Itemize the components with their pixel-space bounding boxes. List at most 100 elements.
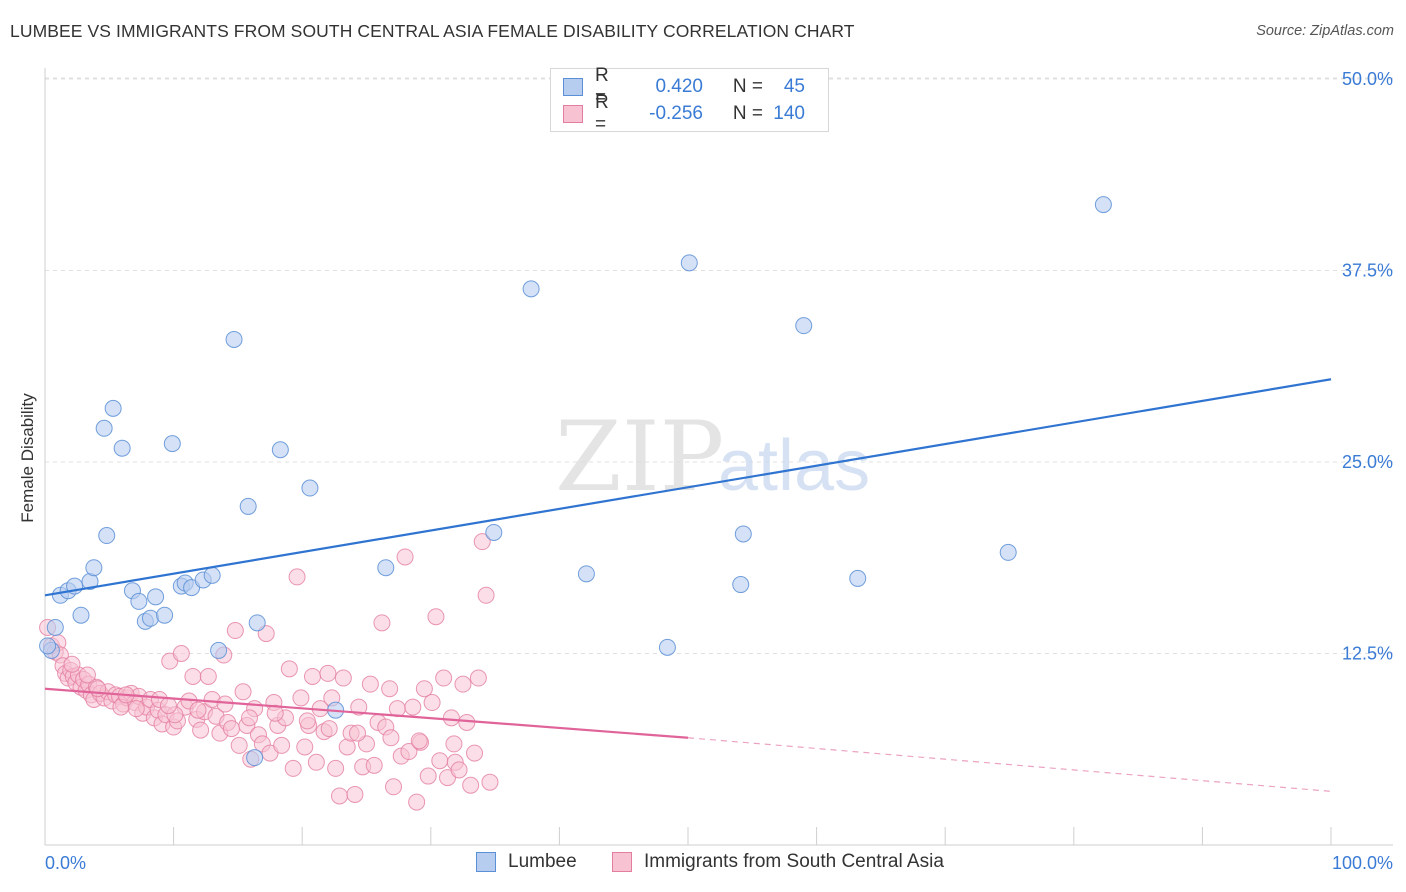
data-point-lumbee [95,419,113,437]
x-tick-label-min: 0.0% [45,853,86,873]
data-point-immigrants [365,756,383,774]
data-point-immigrants [172,645,190,662]
data-point-immigrants [330,787,348,805]
data-point-lumbee [46,618,64,636]
data-point-immigrants [63,655,81,673]
data-point-immigrants [298,712,316,730]
data-point-immigrants [222,720,240,738]
trend-lines [44,378,1332,792]
data-point-immigrants [469,669,487,687]
stats-row-immigrants: R = -0.256 N = 140 [563,92,805,135]
data-point-immigrants [473,533,491,551]
data-point-immigrants [458,713,476,731]
data-point-immigrants [280,660,298,678]
data-point-lumbee [577,565,595,583]
data-point-lumbee [130,592,148,610]
data-point-immigrants [159,697,177,715]
data-point-lumbee [301,479,319,497]
data-point-lumbee [113,439,131,457]
data-point-immigrants [346,785,364,803]
x-tick-label-max: 100.0% [1332,853,1393,873]
data-point-lumbee [246,749,264,767]
data-point-immigrants [400,743,418,761]
data-point-immigrants [127,700,145,718]
data-point-immigrants [435,669,453,687]
data-point-immigrants [410,732,428,750]
series-immigrants-points [39,533,499,811]
trend-line-lumbee [44,378,1332,597]
legend-label-immigrants: Immigrants from South Central Asia [644,851,944,872]
stats-swatch-immigrants [563,105,583,123]
data-point-lumbee [271,441,289,459]
data-point-lumbee [156,606,174,624]
stats-r-value: 0.420 [655,76,703,97]
tick-labels: 12.5% 25.0% 37.5% 50.0% 0.0% 100.0% [45,69,1393,873]
data-point-lumbee [225,330,243,348]
data-point-lumbee [485,523,503,541]
legend-swatch-immigrants [612,852,632,872]
data-point-immigrants [481,773,499,791]
data-point-lumbee [732,576,750,594]
trend-line-immigrants [44,687,689,739]
data-point-lumbee [795,317,813,335]
data-point-immigrants [288,568,306,586]
series-lumbee-points [39,196,1112,767]
data-point-lumbee [248,614,266,632]
legend-item-immigrants[interactable]: Immigrants from South Central Asia [612,851,944,873]
legend-item-lumbee[interactable]: Lumbee [476,851,577,873]
data-point-immigrants [427,608,445,626]
data-point-immigrants [184,667,202,685]
data-point-immigrants [419,767,437,785]
data-point-immigrants [189,701,207,719]
data-point-immigrants [327,759,345,777]
data-point-immigrants [431,752,449,770]
stats-r-label: R = [595,92,609,135]
data-point-lumbee [163,435,181,453]
data-point-immigrants [216,695,234,713]
data-point-immigrants [381,680,399,698]
data-point-lumbee [377,559,395,577]
data-point-lumbee [85,559,103,577]
data-point-immigrants [199,667,217,685]
data-point-lumbee [734,525,752,543]
data-point-lumbee [849,569,867,587]
data-point-lumbee [104,399,122,417]
data-point-immigrants [442,709,460,727]
data-point-immigrants [445,735,463,753]
y-tick-label: 25.0% [1342,452,1393,472]
stats-n-label: N = [732,103,763,124]
data-point-lumbee [999,543,1017,561]
data-point-immigrants [319,664,337,682]
data-point-immigrants [234,683,252,701]
stats-n-value: 140 [773,103,805,124]
data-point-immigrants [350,698,368,716]
legend-swatch-lumbee [476,852,496,872]
data-point-immigrants [361,675,379,693]
stats-n-value: 45 [783,76,805,97]
data-point-immigrants [415,680,433,698]
data-point-immigrants [454,675,472,693]
data-point-lumbee [39,637,57,655]
data-point-immigrants [240,709,258,727]
legend-label-lumbee: Lumbee [508,851,577,872]
data-point-lumbee [141,609,159,627]
axes [44,68,1393,846]
data-point-lumbee [203,566,221,584]
data-point-immigrants [307,753,325,771]
data-point-immigrants [408,793,426,811]
chart-legend: Lumbee Immigrants from South Central Asi… [0,851,1406,879]
data-point-immigrants [396,548,414,566]
stats-box: R = 0.420 N = 45 R = -0.256 N = 140 [550,65,829,135]
data-point-immigrants [385,778,403,796]
data-point-lumbee [522,280,540,298]
y-tick-label: 12.5% [1342,644,1393,664]
data-point-immigrants [320,720,338,738]
data-point-lumbee [72,606,90,624]
data-point-immigrants [462,776,480,794]
data-point-immigrants [477,586,495,604]
data-point-immigrants [78,666,96,684]
data-point-immigrants [292,689,310,707]
chart-title: LUMBEE VS IMMIGRANTS FROM SOUTH CENTRAL … [10,21,855,41]
stats-r-value: -0.256 [649,103,703,124]
stats-swatch-lumbee [563,78,583,96]
